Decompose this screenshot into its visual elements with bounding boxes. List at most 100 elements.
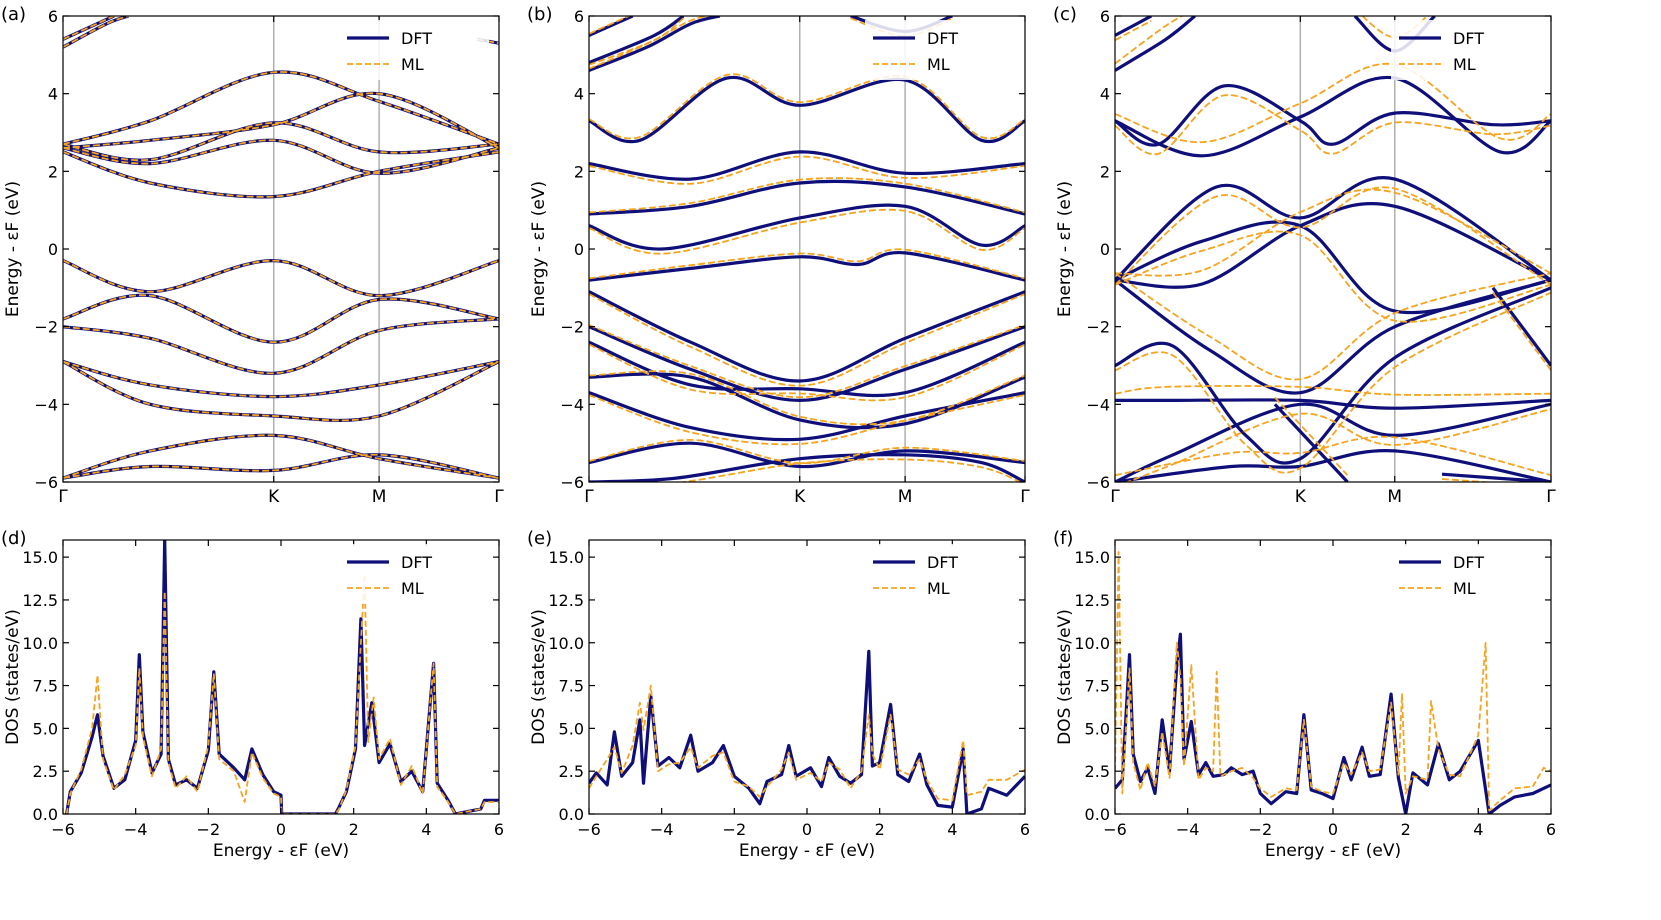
x-tick-label: M <box>1387 487 1402 507</box>
x-tick-label: 0 <box>802 820 812 839</box>
y-tick-label: 0.0 <box>33 805 58 824</box>
y-tick-label: −4 <box>34 395 58 414</box>
y-tick-label: 7.5 <box>1085 677 1110 696</box>
panel-label: (c) <box>1053 4 1077 25</box>
ml-band-line <box>589 177 1025 214</box>
ml-band-line <box>63 360 499 398</box>
y-tick-label: −2 <box>34 318 58 337</box>
ml-band-line <box>589 343 1025 402</box>
dft-band-line <box>63 360 499 399</box>
y-tick-label: 6 <box>1100 7 1110 26</box>
dft-band-line <box>1115 449 1551 482</box>
dft-band-line <box>63 433 499 480</box>
x-tick-label: Γ <box>1546 487 1556 507</box>
y-tick-label: 10.0 <box>22 634 58 653</box>
dft-band-line <box>63 258 499 298</box>
legend-ml-label: ML <box>1453 55 1476 74</box>
ml-band-line <box>589 370 1025 426</box>
x-tick-label: 0 <box>276 820 286 839</box>
y-tick-label: 5.0 <box>1085 719 1110 738</box>
legend-ml-label: ML <box>401 55 424 74</box>
dft-band-line <box>63 317 499 375</box>
ml-band-line <box>589 16 632 35</box>
ml-band-line <box>1115 16 1184 65</box>
y-tick-label: −6 <box>560 473 584 492</box>
dft-band-line <box>589 372 1025 430</box>
y-tick-label: 0 <box>48 240 58 259</box>
y-tick-label: 2 <box>48 162 58 181</box>
y-tick-label: 15.0 <box>548 548 584 567</box>
ml-band-line <box>1274 396 1349 476</box>
panel-c: (c) −6 −4 −2 0 2 4 6 Γ K M Γ Energy - εF (eV) DFT ML <box>1053 4 1556 507</box>
x-tick-label: 4 <box>1473 820 1483 839</box>
dft-band-line <box>63 16 115 41</box>
dft-band-line <box>1115 402 1551 482</box>
x-tick-label: K <box>268 487 280 507</box>
dft-band-line <box>1115 286 1551 465</box>
ml-band-line <box>589 324 1025 399</box>
y-tick-label: −4 <box>560 395 584 414</box>
legend-dft-label: DFT <box>1453 29 1484 48</box>
x-tick-label: 4 <box>421 820 431 839</box>
ml-band-line <box>1115 385 1551 396</box>
panel-label: (e) <box>527 528 552 549</box>
y-tick-label: 6 <box>48 7 58 26</box>
y-tick-label: 0.0 <box>559 805 584 824</box>
y-tick-label: 15.0 <box>22 548 58 567</box>
y-tick-label: −2 <box>1086 318 1110 337</box>
dft-band-line <box>1115 176 1551 282</box>
dft-band-line <box>1115 278 1551 395</box>
x-tick-label: 0 <box>1328 820 1338 839</box>
plot-area <box>589 16 1025 482</box>
y-tick-label: 4 <box>1100 85 1110 104</box>
y-tick-label: −6 <box>34 473 58 492</box>
y-tick-label: 4 <box>574 85 584 104</box>
ml-band-line <box>1361 16 1429 39</box>
y-axis-label: DOS (states/eV) <box>1055 609 1075 745</box>
x-tick-label: 6 <box>494 820 504 839</box>
panel-d: (d) 0.0 2.5 5.0 7.5 10.0 12.5 15.0 −6 −4 −2 0 2 4 6 DOS… <box>1 528 504 861</box>
x-tick-label: −2 <box>197 820 221 839</box>
legend-box <box>1391 20 1541 80</box>
y-tick-label: 2.5 <box>1085 762 1110 781</box>
ml-band-line <box>63 139 499 175</box>
panel-label: (f) <box>1053 528 1073 549</box>
x-tick-label: −2 <box>1249 820 1273 839</box>
dft-band-line <box>589 251 1025 282</box>
ml-band-line <box>63 259 499 297</box>
x-tick-label: −4 <box>650 820 674 839</box>
legend-ml-label: ML <box>1453 579 1476 598</box>
y-axis-label: Energy - εF (eV) <box>3 181 23 317</box>
ml-band-line <box>63 16 129 48</box>
legend-ml-label: ML <box>927 579 950 598</box>
dft-band-line <box>589 325 1025 403</box>
dft-band-line <box>589 150 1025 181</box>
ml-band-line <box>589 17 685 66</box>
ml-band-line <box>1492 292 1551 371</box>
dft-band-line <box>1115 202 1551 289</box>
ml-dos-line <box>589 684 1025 802</box>
ml-band-line <box>63 71 499 146</box>
x-axis-label: Energy - εF (eV) <box>1265 841 1401 861</box>
plot-area <box>1115 16 1551 482</box>
panel-a: (a) −6 −4 −2 0 2 4 6 Γ K M Γ Energy - εF (eV) DFT ML <box>1 4 504 507</box>
y-tick-label: 2.5 <box>33 762 58 781</box>
legend-ml-label: ML <box>927 55 950 74</box>
y-tick-label: 4 <box>48 85 58 104</box>
ml-band-line <box>1115 272 1551 381</box>
x-tick-label: 2 <box>349 820 359 839</box>
plot-area <box>1115 551 1551 814</box>
ml-band-line <box>1115 20 1152 41</box>
legend-dft-label: DFT <box>401 29 432 48</box>
ml-dos-line <box>65 573 499 814</box>
x-tick-label: Γ <box>1020 487 1030 507</box>
x-tick-label: M <box>898 487 913 507</box>
ml-band-line <box>1115 230 1551 323</box>
x-tick-label: M <box>372 487 387 507</box>
y-axis-label: Energy - εF (eV) <box>1055 181 1075 317</box>
x-tick-label: Γ <box>58 487 68 507</box>
axes-frame <box>62 15 500 483</box>
dft-dos-line <box>589 649 1025 814</box>
dft-band-line <box>63 70 499 146</box>
legend-dft-label: DFT <box>401 553 432 572</box>
